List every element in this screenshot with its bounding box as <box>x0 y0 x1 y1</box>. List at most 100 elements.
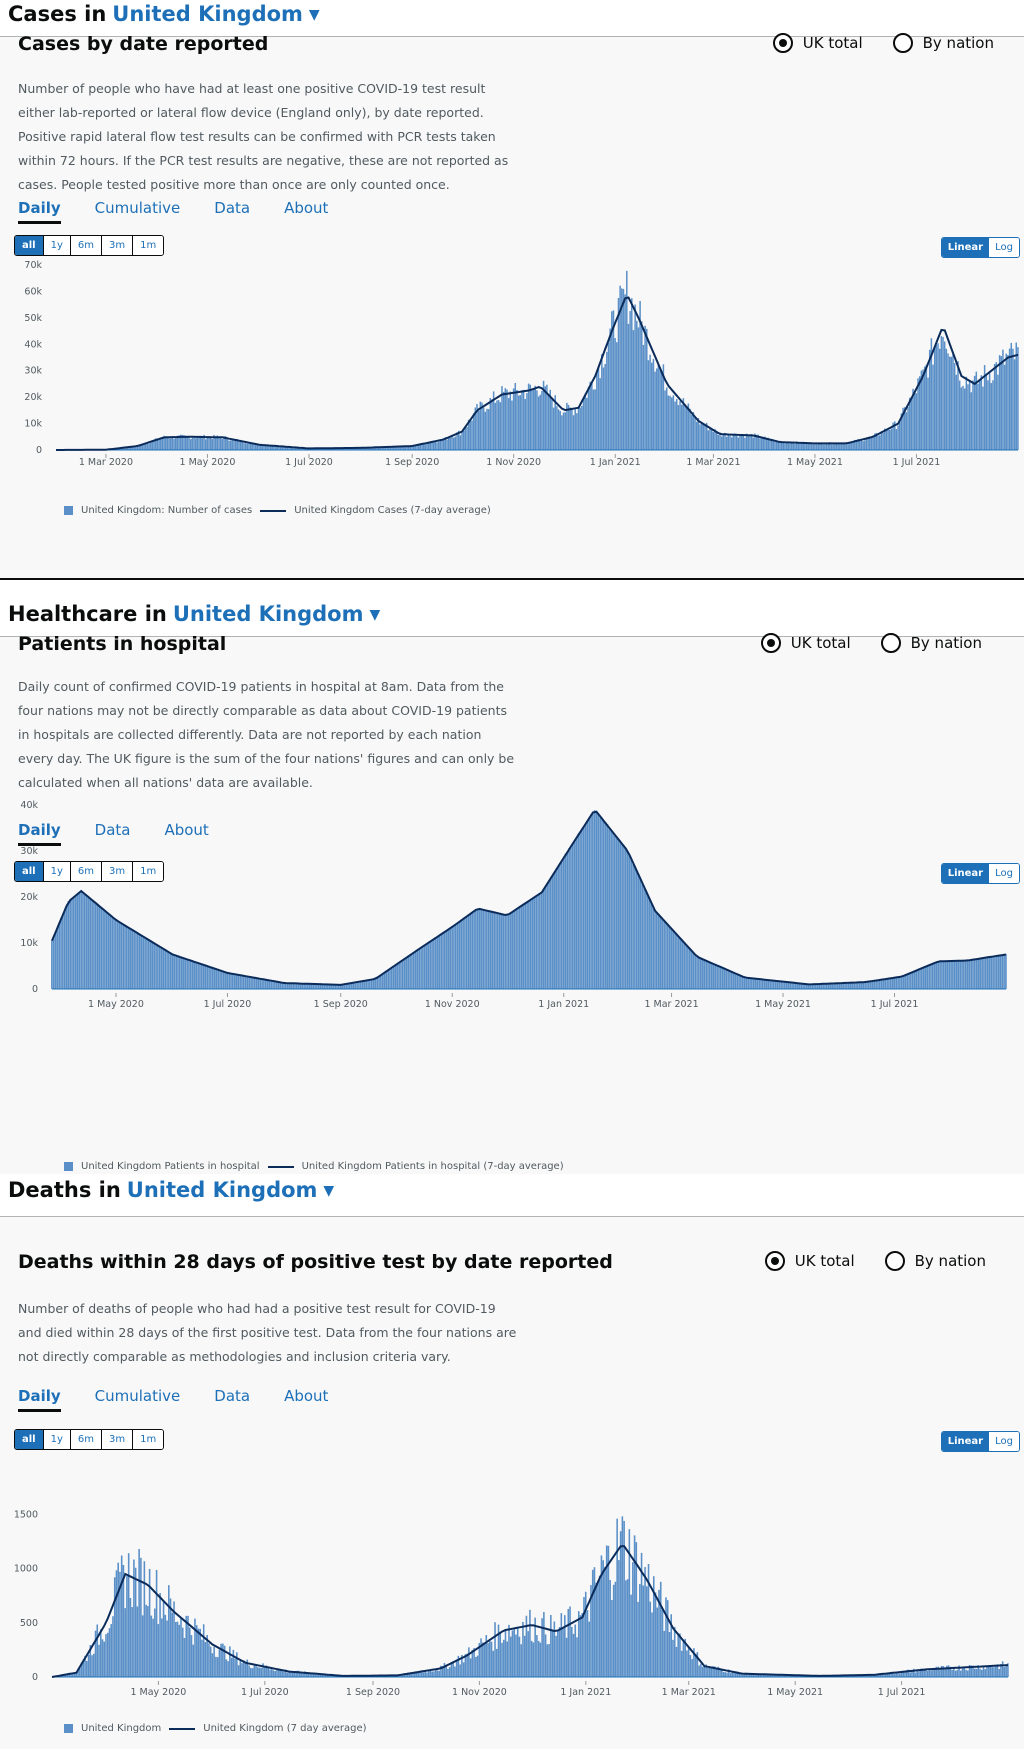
bar <box>844 444 845 450</box>
bar <box>686 1650 688 1677</box>
y-tick-label: 40k <box>20 800 38 811</box>
bar <box>491 1642 493 1677</box>
bar <box>644 326 645 450</box>
bar <box>229 1646 231 1677</box>
bar <box>524 1636 526 1677</box>
bar <box>460 435 461 450</box>
area-selector[interactable]: United Kingdom <box>173 602 364 626</box>
bar <box>874 981 876 989</box>
bar <box>663 921 665 989</box>
y-tick-label: 10k <box>24 419 42 430</box>
bar <box>513 388 514 450</box>
bar <box>210 437 211 450</box>
bar <box>462 919 464 989</box>
bar <box>212 439 213 450</box>
bar <box>214 968 216 989</box>
bar <box>981 1670 983 1677</box>
area-selector[interactable]: United Kingdom <box>112 2 303 26</box>
bar <box>170 953 172 989</box>
bar <box>262 446 263 450</box>
bar <box>248 977 250 989</box>
bar <box>156 1570 158 1677</box>
bar <box>189 1628 191 1677</box>
bar <box>437 1670 439 1677</box>
bar <box>245 443 246 450</box>
bar <box>199 964 201 989</box>
x-tick-label: 1 Jul 2021 <box>871 999 919 1010</box>
caret-down-icon[interactable]: ▼ <box>323 1183 334 1199</box>
bar <box>400 961 402 989</box>
bar <box>206 966 208 989</box>
bar <box>537 895 539 989</box>
bar <box>974 376 975 450</box>
bar <box>724 433 725 450</box>
bar <box>581 1613 583 1677</box>
bar <box>723 1672 725 1677</box>
bar <box>774 442 775 450</box>
bar <box>716 1669 718 1677</box>
bar <box>182 1628 184 1677</box>
bar <box>218 437 219 450</box>
bar <box>948 961 950 989</box>
bar <box>917 378 918 450</box>
bar <box>88 1655 90 1677</box>
section-heading-prefix: Healthcare in <box>8 602 167 626</box>
legend-bar-swatch <box>64 506 73 515</box>
bar <box>113 919 115 989</box>
bar <box>226 1659 228 1677</box>
legend-line-swatch <box>169 1728 195 1730</box>
bar <box>391 968 393 989</box>
bar <box>269 980 271 989</box>
bar <box>669 1632 671 1677</box>
bar <box>132 930 134 989</box>
bar <box>140 1558 142 1677</box>
bar <box>495 403 496 450</box>
bar <box>700 1664 702 1677</box>
bar <box>239 975 241 989</box>
caret-down-icon[interactable]: ▼ <box>369 607 380 623</box>
bar <box>794 444 795 450</box>
bar <box>676 1647 678 1677</box>
bar <box>984 365 985 450</box>
bar <box>937 962 939 989</box>
bar <box>801 444 802 450</box>
bar <box>916 393 917 450</box>
bar <box>240 1661 242 1677</box>
bar <box>1016 343 1017 450</box>
x-tick-label: 1 Jul 2021 <box>878 1687 926 1698</box>
bar <box>142 1615 144 1677</box>
bar <box>568 848 570 989</box>
bar <box>759 438 760 450</box>
bar <box>976 1669 978 1677</box>
bar <box>213 1647 215 1677</box>
bar <box>175 1622 177 1677</box>
bar <box>415 951 417 989</box>
bar <box>994 364 995 450</box>
bar <box>504 916 506 989</box>
bar <box>230 973 232 989</box>
bar <box>934 963 936 989</box>
bar <box>387 970 389 989</box>
bar <box>73 896 75 989</box>
bar <box>199 1629 201 1677</box>
bar <box>243 443 244 450</box>
bar <box>872 981 874 989</box>
bar <box>574 1625 576 1677</box>
bar <box>382 974 384 989</box>
bar <box>707 1668 709 1677</box>
bar <box>565 854 567 989</box>
bar <box>470 420 471 450</box>
bar <box>990 1667 992 1677</box>
bar <box>604 364 605 450</box>
bar <box>188 960 190 989</box>
bar <box>470 1658 472 1677</box>
bar <box>536 390 537 450</box>
bar <box>470 913 472 989</box>
chart-legend: United Kingdom Patients in hospital Unit… <box>64 1161 564 1172</box>
caret-down-icon[interactable]: ▼ <box>309 7 320 23</box>
area-selector[interactable]: United Kingdom <box>127 1178 318 1202</box>
section-heading-prefix: Deaths in <box>8 1178 121 1202</box>
bar <box>216 969 218 989</box>
bar <box>864 982 866 989</box>
bar <box>545 888 547 989</box>
